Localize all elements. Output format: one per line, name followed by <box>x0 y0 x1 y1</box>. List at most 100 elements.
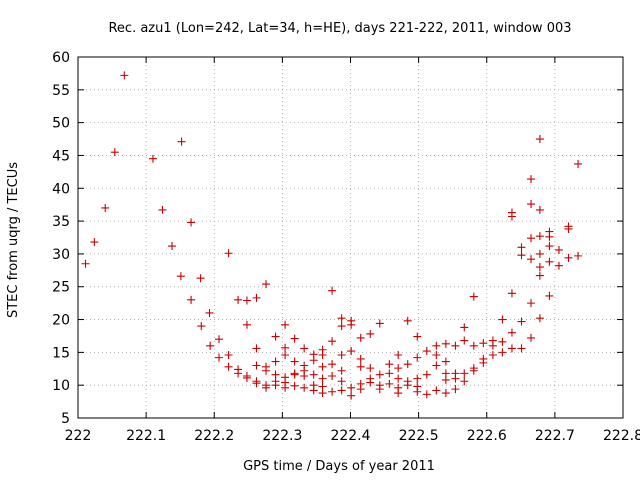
x-axis-label: GPS time / Days of year 2011 <box>243 459 435 474</box>
data-point-marker <box>498 315 507 324</box>
data-point-marker <box>262 280 271 289</box>
data-point-marker <box>252 379 261 388</box>
data-point-marker <box>507 344 516 353</box>
data-point-marker <box>224 249 233 258</box>
data-point-marker <box>262 366 271 375</box>
y-axis-ticks: 5 10 15 20 25 30 35 40 45 50 55 60 <box>52 50 623 427</box>
data-point-marker <box>328 286 337 295</box>
x-tick-label: 222.3 <box>262 428 302 444</box>
data-point-marker <box>300 344 309 353</box>
data-point-marker <box>517 251 526 260</box>
data-point-marker <box>347 391 356 400</box>
y-tick-label: 25 <box>52 280 70 296</box>
y-tick-label: 35 <box>52 214 70 230</box>
data-point-marker <box>309 386 318 395</box>
data-point-marker <box>432 386 441 395</box>
data-point-marker <box>545 232 554 241</box>
y-tick-label: 55 <box>52 83 70 99</box>
data-point-marker <box>432 350 441 359</box>
data-point-marker <box>177 137 186 146</box>
data-point-marker <box>403 381 412 390</box>
y-tick-label: 45 <box>52 148 70 164</box>
data-point-marker <box>215 353 224 362</box>
data-point-marker <box>196 274 205 283</box>
data-point-marker <box>488 341 497 350</box>
data-point-marker <box>356 385 365 394</box>
data-point-marker <box>535 232 544 241</box>
data-point-marker <box>318 389 327 398</box>
data-point-marker <box>318 374 327 383</box>
data-point-marker <box>252 361 261 370</box>
data-point-marker <box>110 148 119 157</box>
data-point-marker <box>281 383 290 392</box>
data-point-marker <box>290 357 299 366</box>
data-point-marker <box>366 378 375 387</box>
data-point-marker <box>205 308 214 317</box>
x-tick-label: 222.6 <box>467 428 507 444</box>
data-point-marker <box>564 224 573 233</box>
data-point-marker <box>242 296 251 305</box>
data-point-marker <box>545 257 554 266</box>
data-point-marker <box>234 295 243 304</box>
data-point-marker <box>422 370 431 379</box>
data-point-marker <box>385 379 394 388</box>
data-point-marker <box>441 389 450 398</box>
data-point-marker <box>451 341 460 350</box>
data-point-marker <box>451 385 460 394</box>
data-point-marker <box>574 159 583 168</box>
data-point-marker <box>187 218 196 227</box>
data-point-marker <box>527 175 536 184</box>
data-point-marker <box>337 377 346 386</box>
data-point-marker <box>328 337 337 346</box>
data-point-marker <box>290 381 299 390</box>
data-point-marker <box>242 320 251 329</box>
data-point-marker <box>281 320 290 329</box>
data-point-marker <box>451 374 460 383</box>
data-point-marker <box>479 358 488 367</box>
data-point-marker <box>176 272 185 281</box>
data-point-marker <box>527 200 536 209</box>
data-point-marker <box>545 291 554 300</box>
x-tick-label: 222.5 <box>399 428 439 444</box>
data-point-marker <box>234 369 243 378</box>
data-point-marker <box>197 322 206 331</box>
data-point-marker <box>375 319 384 328</box>
data-point-marker <box>413 374 422 383</box>
data-point-marker <box>413 387 422 396</box>
data-point-marker <box>347 320 356 329</box>
data-point-marker <box>187 295 196 304</box>
data-point-marker <box>366 329 375 338</box>
data-point-marker <box>479 339 488 348</box>
y-tick-label: 60 <box>52 50 70 66</box>
data-point-marker <box>328 360 337 369</box>
data-point-marker <box>422 347 431 356</box>
x-tick-label: 222.1 <box>126 428 166 444</box>
data-point-marker <box>242 373 251 382</box>
data-point-marker <box>394 350 403 359</box>
data-point-marker <box>488 350 497 359</box>
data-point-marker <box>535 205 544 214</box>
data-point-marker <box>385 360 394 369</box>
data-point-marker <box>101 203 110 212</box>
x-tick-label: 222.4 <box>330 428 370 444</box>
data-point-marker <box>460 336 469 345</box>
y-tick-label: 50 <box>52 116 70 132</box>
data-point-marker <box>337 350 346 359</box>
data-point-marker <box>309 370 318 379</box>
data-point-marker <box>403 316 412 325</box>
y-tick-label: 5 <box>61 411 70 427</box>
x-axis-ticks: 222 222.1 222.2 222.3 222.4 222.5 222.6 222.7 22… <box>65 57 640 444</box>
data-point-marker <box>507 328 516 337</box>
data-point-marker <box>215 335 224 344</box>
data-point-marker <box>527 255 536 264</box>
data-point-marker <box>318 362 327 371</box>
data-point-marker <box>564 253 573 262</box>
data-point-marker <box>281 343 290 352</box>
x-tick-label: 222.8 <box>603 428 640 444</box>
data-point-marker <box>441 357 450 366</box>
x-tick-label: 222.7 <box>535 428 575 444</box>
data-point-marker <box>441 375 450 384</box>
y-tick-label: 20 <box>52 313 70 329</box>
y-tick-label: 10 <box>52 378 70 394</box>
